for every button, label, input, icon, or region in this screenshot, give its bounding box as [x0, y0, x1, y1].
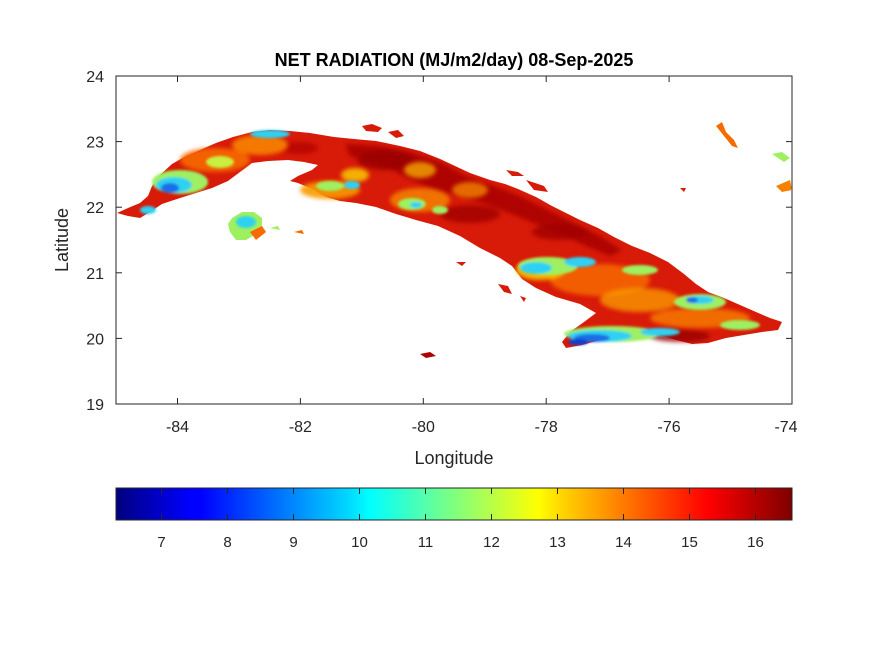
- plot-area: [115, 75, 793, 405]
- colorbar-gradient: [115, 487, 793, 521]
- colorbar-tick-label: 14: [615, 534, 632, 551]
- x-tick-label: -74: [774, 419, 797, 436]
- cays: [270, 122, 792, 358]
- colorbar: 7 8 9 10 11 12 13 14 15 16: [115, 487, 793, 551]
- isla-de-la-juventud: [228, 212, 266, 240]
- colorbar-tick-label: 11: [418, 534, 434, 551]
- x-tick-label: -78: [535, 419, 558, 436]
- x-tick-label: -76: [658, 419, 681, 436]
- y-tick-label: 22: [86, 200, 104, 217]
- colorbar-tick-label: 7: [157, 534, 165, 551]
- colorbar-tick-label: 16: [747, 534, 764, 551]
- colorbar-tick-label: 13: [549, 534, 566, 551]
- y-tick-label: 24: [86, 69, 104, 86]
- x-axis-label: Longitude: [414, 448, 493, 468]
- colorbar-tick-label: 8: [223, 534, 231, 551]
- y-tick-label: 23: [86, 135, 104, 152]
- x-axis: -84 -82 -80 -78 -76 -74 Longitude: [166, 76, 798, 468]
- x-tick-label: -80: [412, 419, 435, 436]
- x-tick-label: -84: [166, 419, 189, 436]
- colorbar-tick-label: 9: [289, 534, 297, 551]
- colorbar-tick-label: 15: [681, 534, 698, 551]
- y-axis: 24 23 22 21 20 19 Latitude: [52, 69, 792, 414]
- heatmap-low-values: [140, 130, 760, 345]
- heatmap-land: [117, 122, 792, 358]
- y-axis-label: Latitude: [52, 208, 72, 272]
- y-tick-label: 19: [86, 397, 104, 414]
- colorbar-tick-label: 12: [483, 534, 500, 551]
- chart-title: NET RADIATION (MJ/m2/day) 08-Sep-2025: [275, 50, 634, 70]
- colorbar-tick-label: 10: [351, 534, 368, 551]
- y-tick-label: 20: [86, 331, 104, 348]
- x-tick-label: -82: [289, 419, 312, 436]
- y-tick-label: 21: [86, 266, 104, 283]
